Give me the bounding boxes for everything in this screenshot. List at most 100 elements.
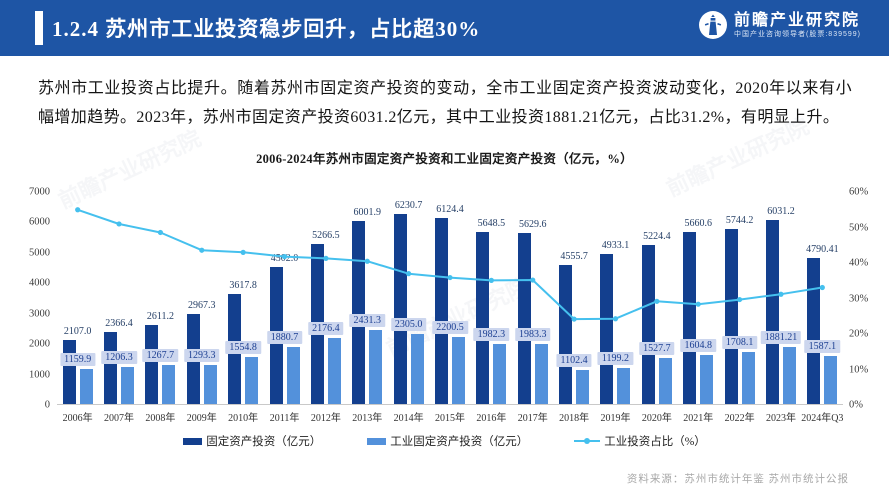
- bar-industrial-investment: [121, 367, 135, 404]
- bar-label-fixed-investment: 2967.3: [188, 299, 216, 311]
- bar-industrial-investment: [452, 337, 465, 404]
- bar-fixed-investment: [517, 232, 531, 404]
- title-accent-bar: [35, 11, 43, 45]
- bar-fixed-investment: [435, 217, 448, 404]
- bar-label-fixed-investment: 5629.6: [518, 218, 547, 230]
- legend-item-industrial-investment: 工业固定资产投资（亿元）: [367, 433, 528, 449]
- x-axis-label: 2011年: [269, 413, 300, 424]
- bar-label-fixed-investment: 6001.9: [353, 207, 382, 219]
- x-axis-label: 2008年: [145, 413, 176, 424]
- page-title: 1.2.4 苏州市工业投资稳步回升，占比超30%: [52, 17, 481, 41]
- header-bar: 1.2.4 苏州市工业投资稳步回升，占比超30% 前瞻产业研究院 中国产业咨询领…: [0, 0, 889, 56]
- lighthouse-logo-icon: [698, 10, 728, 40]
- left-axis-tick: 7000: [29, 186, 50, 198]
- x-axis-label: 2020年: [641, 413, 672, 424]
- bar-label-industrial-investment: 2200.5: [432, 321, 468, 335]
- bar-label-fixed-investment: 5266.5: [312, 229, 340, 241]
- bar-label-fixed-investment: 5648.5: [477, 218, 506, 230]
- x-axis-label: 2023年: [765, 413, 796, 424]
- legend-swatch-industrial-investment: [367, 437, 387, 445]
- bar-fixed-investment: [352, 221, 366, 404]
- legend-item-fixed-investment: 固定资产投资（亿元）: [183, 433, 321, 449]
- bar-industrial-investment: [534, 343, 548, 404]
- bar-label-industrial-investment: 1267.7: [142, 349, 179, 363]
- left-axis-tick: 6000: [29, 216, 50, 228]
- x-axis-label: 2022年: [724, 413, 755, 424]
- bar-fixed-investment: [476, 232, 490, 404]
- bar-label-industrial-investment: 1159.9: [60, 352, 96, 366]
- plot-area: 2107.0 1159.9 2366.4 1206.3 2611.2 1267.7 2967…: [57, 192, 843, 405]
- bar-industrial-investment: [782, 346, 796, 404]
- right-axis-tick: 60%: [849, 186, 869, 198]
- brand-logo: 前瞻产业研究院 中国产业咨询领导者(股票:839599): [698, 10, 861, 40]
- bar-label-industrial-investment: 1102.4: [556, 354, 592, 368]
- right-axis-tick: 20%: [849, 328, 869, 340]
- right-axis-tick: 30%: [849, 293, 869, 304]
- source-note: 资料来源：苏州市统计年鉴 苏州市统计公报: [626, 474, 849, 485]
- legend-line-marker-icon: [574, 438, 601, 444]
- legend-swatch-fixed-investment: [183, 437, 203, 445]
- x-axis-label: 2010年: [228, 413, 259, 424]
- bar-fixed-investment: [683, 231, 697, 404]
- right-axis-tick: 10%: [849, 364, 869, 375]
- bar-fixed-investment: [807, 258, 821, 404]
- bar-label-fixed-investment: 5660.6: [684, 217, 712, 229]
- industrial-share-line: [75, 207, 825, 322]
- bar-fixed-investment: [104, 332, 118, 404]
- chart-title: 2006-2024年苏州市固定资产投资和工业固定资产投资（亿元，%）: [256, 152, 633, 166]
- x-axis-label: 2021年: [683, 413, 714, 424]
- bar-industrial-investment: [286, 346, 300, 404]
- bar-industrial-investment: [493, 343, 507, 404]
- bar-label-industrial-investment: 1983.3: [514, 327, 551, 341]
- legend-label-fixed-investment: 固定资产投资（亿元）: [206, 436, 322, 448]
- x-axis-label: 2012年: [310, 413, 341, 424]
- bar-industrial-investment: [410, 333, 424, 404]
- x-axis-label: 2014年: [393, 413, 424, 424]
- bar-label-industrial-investment: 1880.7: [266, 330, 303, 344]
- left-axis-tick: 5000: [29, 247, 50, 259]
- bar-label-fixed-investment: 5224.4: [643, 231, 671, 243]
- left-axis-tick: 4000: [29, 277, 50, 289]
- bar-label-fixed-investment: 4933.1: [601, 239, 630, 251]
- x-axis-label: 2013年: [352, 413, 383, 424]
- bar-label-industrial-investment: 1982.3: [473, 327, 510, 341]
- bar-label-fixed-investment: 2107.0: [63, 325, 92, 337]
- bar-label-industrial-investment: 1587.1: [804, 339, 841, 353]
- x-axis-label: 2017年: [517, 413, 548, 424]
- legend-label-industrial-investment: 工业固定资产投资（亿元）: [390, 436, 529, 448]
- bar-label-industrial-investment: 2305.0: [390, 317, 427, 331]
- bar-label-fixed-investment: 5744.2: [725, 215, 754, 227]
- bar-label-industrial-investment: 1881.21: [760, 330, 802, 344]
- x-axis-label: 2016年: [476, 413, 507, 424]
- bar-fixed-investment: [641, 245, 655, 404]
- x-axis-label: 2024年Q3: [801, 413, 844, 424]
- bar-industrial-investment: [203, 364, 217, 404]
- bar-label-fixed-investment: 4555.7: [560, 251, 588, 263]
- right-axis-tick: 50%: [849, 222, 869, 233]
- x-axis-label: 2019年: [600, 413, 631, 424]
- left-axis-tick: 1000: [29, 369, 50, 381]
- bar-label-industrial-investment: 2176.4: [308, 321, 344, 335]
- bar-label-industrial-investment: 1604.8: [680, 339, 716, 353]
- bar-industrial-investment: [327, 337, 341, 404]
- bar-label-industrial-investment: 1554.8: [225, 340, 261, 354]
- x-axis-label: 2015年: [435, 413, 465, 424]
- left-axis-tick: 0: [44, 399, 50, 411]
- left-axis-tick: 2000: [29, 338, 50, 350]
- bar-label-industrial-investment: 2431.3: [349, 314, 385, 328]
- bar-industrial-investment: [369, 330, 383, 404]
- bar-label-fixed-investment: 2611.2: [146, 310, 174, 322]
- bar-fixed-investment: [393, 214, 407, 404]
- bar-label-fixed-investment: 2366.4: [105, 318, 133, 329]
- x-axis-label: 2007年: [104, 413, 135, 424]
- bar-fixed-investment: [724, 229, 738, 404]
- bar-fixed-investment: [145, 324, 159, 404]
- bar-industrial-investment: [576, 370, 590, 404]
- bar-industrial-investment: [824, 355, 838, 404]
- bar-label-fixed-investment: 4790.41: [806, 244, 839, 256]
- bar-label-fixed-investment: 6124.4: [436, 203, 464, 215]
- x-axis-label: 2006年: [62, 413, 93, 424]
- right-axis-tick: 0%: [849, 399, 863, 411]
- bar-industrial-investment: [700, 355, 714, 404]
